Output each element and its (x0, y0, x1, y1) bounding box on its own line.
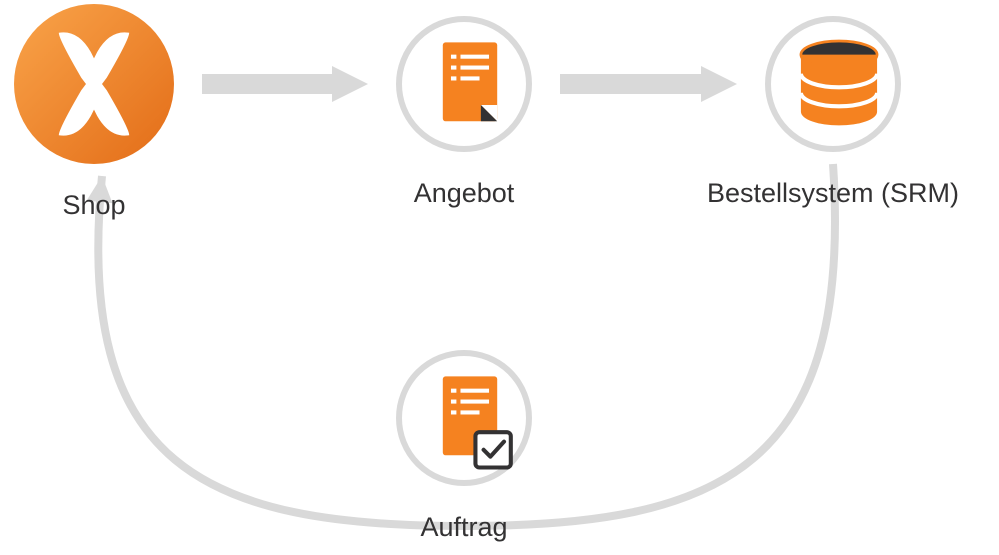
shop-logo-icon (14, 4, 174, 164)
diagram-canvas: Shop Angebot Bestellsystem (SRM) (0, 0, 999, 555)
node-angebot: Angebot (396, 16, 532, 152)
ring-auftrag (396, 350, 532, 486)
shop-logo (14, 4, 174, 164)
document-check-icon (402, 356, 538, 492)
ring-angebot (396, 16, 532, 152)
label-angebot: Angebot (414, 178, 515, 209)
database-icon (771, 22, 907, 158)
label-shop: Shop (62, 190, 125, 221)
node-shop: Shop (14, 4, 174, 164)
node-auftrag: Auftrag (396, 350, 532, 486)
document-icon (402, 22, 538, 158)
node-srm: Bestellsystem (SRM) (765, 16, 901, 152)
label-auftrag: Auftrag (420, 512, 507, 543)
ring-srm (765, 16, 901, 152)
label-srm: Bestellsystem (SRM) (707, 178, 959, 209)
